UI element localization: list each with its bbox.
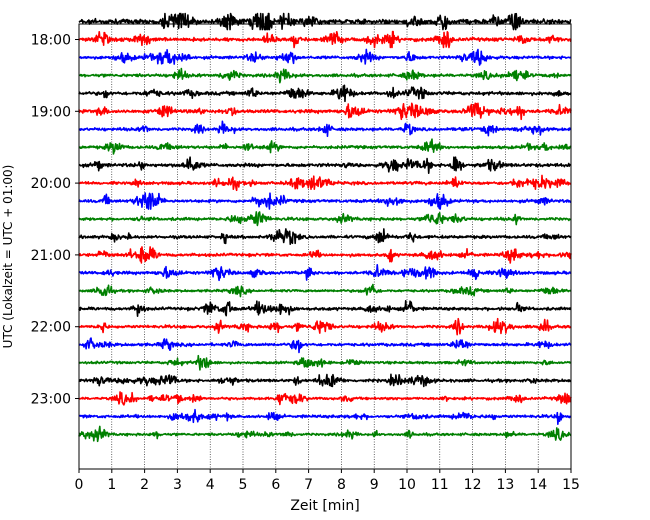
seismo-trace-2130 (78, 283, 572, 298)
seismo-trace-2230 (78, 354, 572, 371)
x-axis: 0 1 2 3 4 5 6 7 8 9 10 11 12 13 14 15 (75, 469, 580, 493)
seismo-trace-2015 (78, 192, 572, 210)
x-tick-label: 2 (140, 477, 149, 493)
seismo-trace-1930 (78, 138, 572, 155)
y-tick-label: 19:00 (31, 104, 71, 120)
seismo-trace-2245 (78, 373, 572, 388)
seismo-trace-2100 (78, 246, 572, 264)
x-tick-label: 11 (431, 477, 449, 493)
x-tick-label: 13 (496, 477, 514, 493)
seismo-trace-2145 (78, 299, 572, 318)
seismo-trace-2000 (78, 174, 572, 192)
vertical-grid (111, 24, 539, 469)
y-tick-label: 23:00 (31, 392, 71, 408)
seismo-trace-1815 (78, 48, 572, 66)
x-tick-label: 5 (239, 477, 248, 493)
seismo-trace-1900 (78, 102, 572, 121)
seismo-trace-1745 (78, 12, 572, 31)
seismo-trace-2330 (78, 425, 572, 443)
x-tick-label: 10 (398, 477, 416, 493)
seismo-trace-2300 (78, 391, 572, 406)
y-tick-label: 21:00 (31, 248, 71, 264)
seismo-trace-2315 (78, 408, 572, 425)
seismo-trace-1915 (78, 120, 572, 138)
x-tick-label: 15 (562, 477, 580, 493)
x-tick-label: 4 (206, 477, 215, 493)
seismo-trace-2200 (78, 317, 572, 336)
y-tick-label: 20:00 (31, 176, 71, 192)
seismo-trace-2115 (78, 264, 572, 282)
trace-group (78, 12, 572, 443)
seismo-trace-1945 (78, 156, 572, 174)
x-tick-label: 12 (464, 477, 482, 493)
plot-frame (78, 23, 572, 470)
x-tick-label: 14 (529, 477, 547, 493)
x-tick-label: 3 (173, 477, 182, 493)
x-tick-label: 0 (75, 477, 84, 493)
y-axis-title: UTC (Lokalzeit = UTC + 01:00) (1, 165, 15, 349)
x-axis-title: Zeit [min] (290, 498, 359, 514)
seismo-trace-2030 (78, 211, 572, 227)
seismo-trace-2215 (78, 337, 572, 354)
x-tick-label: 8 (337, 477, 346, 493)
x-tick-label: 7 (304, 477, 313, 493)
y-tick-label: 18:00 (31, 33, 71, 49)
seismo-trace-1845 (78, 84, 572, 103)
seismo-trace-1800 (78, 30, 572, 49)
y-axis: 18:00 19:00 20:00 21:00 22:00 23:00 (31, 33, 79, 408)
seismo-trace-2045 (78, 228, 572, 246)
x-tick-label: 6 (271, 477, 280, 493)
y-tick-label: 22:00 (31, 320, 71, 336)
seismo-trace-1830 (78, 67, 572, 84)
x-tick-label: 1 (107, 477, 116, 493)
x-tick-label: 9 (370, 477, 379, 493)
